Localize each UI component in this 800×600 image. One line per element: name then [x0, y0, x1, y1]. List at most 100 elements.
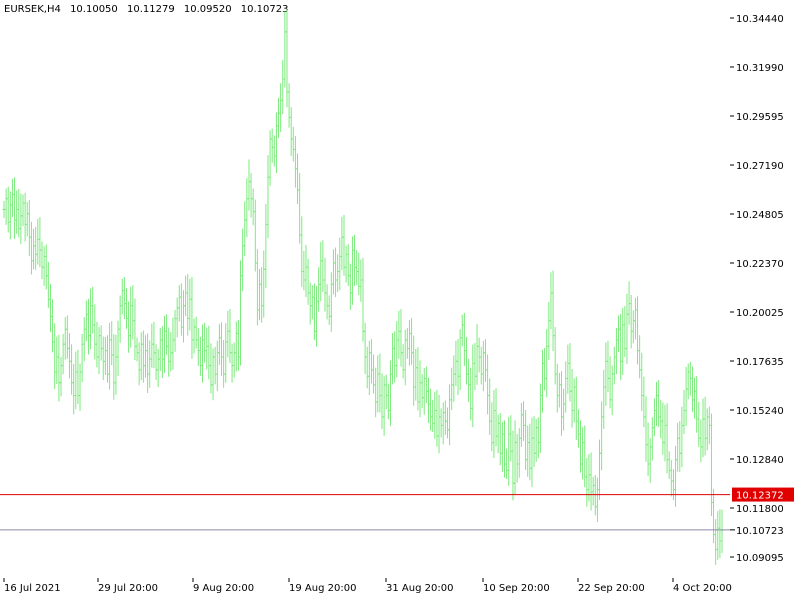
ohlc-bar: [236, 319, 240, 371]
ohlc-bar: [697, 401, 701, 447]
ohlc-bar: [566, 344, 570, 394]
ohlc-bar: [633, 297, 637, 340]
ohlc-bar: [127, 301, 131, 353]
ohlc-bar: [171, 317, 175, 370]
ohlc-bar: [61, 333, 65, 375]
ohlc-bar: [38, 217, 42, 268]
ohlc-bar: [652, 398, 656, 437]
ohlc-bar: [674, 446, 678, 507]
ohlc-bar: [264, 203, 268, 289]
ohlc-bar: [228, 309, 232, 364]
ohlc-bar: [165, 314, 169, 355]
ohlc-bar: [579, 420, 583, 473]
ohlc-bar: [141, 330, 145, 383]
ohlc-bar: [234, 321, 238, 372]
ohlc-bar: [363, 322, 367, 375]
y-tick-label: 10.31990: [736, 63, 784, 74]
ohlc-bar: [502, 420, 506, 478]
ohlc-bar: [13, 177, 17, 239]
x-tick-label: 31 Aug 20:00: [386, 583, 453, 594]
ohlc-bar: [644, 396, 648, 462]
ohlc-bar: [53, 323, 57, 390]
ohlc-bar: [667, 451, 671, 479]
y-tick-label: 10.17635: [736, 357, 784, 368]
ohlc-bar: [426, 377, 430, 423]
ohlc-bar: [699, 419, 703, 463]
ohlc-bar: [255, 249, 259, 326]
ohlc-bar: [386, 383, 390, 420]
ohlc-bar: [655, 381, 659, 426]
y-tick-label: 10.11800: [736, 504, 784, 515]
ohlc-bar: [67, 333, 71, 379]
ohlc-bar: [4, 188, 8, 225]
ohlc-bar: [682, 389, 686, 435]
ohlc-bar: [663, 404, 667, 462]
ohlc-bar: [310, 285, 314, 320]
low-value: 10.09520: [183, 4, 232, 15]
x-tick-label: 16 Jul 2021: [4, 583, 61, 594]
ohlc-bar: [433, 391, 437, 439]
ohlc-bar: [519, 402, 523, 447]
ohlc-bar: [201, 324, 205, 383]
ohlc-bar: [247, 159, 251, 211]
ohlc-bar: [564, 361, 568, 413]
ohlc-bar: [36, 218, 40, 265]
ohlc-bar: [346, 244, 350, 287]
ohlc-bar: [48, 283, 52, 332]
ohlc-bar: [131, 285, 135, 340]
ohlc-bar: [217, 324, 221, 365]
ohlc-bar: [150, 323, 154, 368]
x-axis: 16 Jul 2021 29 Jul 20:00 9 Aug 20:00 19 Aug…: [3, 578, 732, 594]
ohlc-bar: [492, 389, 496, 458]
ohlc-bar: [10, 179, 14, 218]
y-tick-label: 10.15240: [736, 406, 784, 417]
ohlc-bar: [287, 83, 291, 128]
x-tick-label: 9 Aug 20:00: [193, 583, 254, 594]
ohlc-bar: [148, 340, 152, 388]
y-tick-label: 10.12840: [736, 455, 784, 466]
y-tick-label: 10.09095: [736, 553, 784, 564]
bars-layer: [2, 9, 724, 565]
ohlc-bar: [40, 241, 44, 280]
ohlc-bar: [690, 366, 694, 412]
ohlc-bar: [636, 296, 640, 365]
ohlc-bar: [686, 363, 690, 400]
ohlc-bar: [122, 277, 126, 319]
ohlc-bar: [401, 344, 405, 379]
ohlc-bar: [589, 452, 593, 511]
y-axis: 10.34440 10.31990 10.29595 10.27190 10.24805…: [730, 14, 784, 564]
ohlc-bar: [42, 246, 46, 287]
ohlc-bar: [445, 407, 449, 439]
ohlc-bar: [308, 282, 312, 325]
ohlc-bar: [714, 519, 718, 565]
ohlc-bar: [443, 400, 447, 435]
ohlc-bar: [158, 327, 162, 372]
ohlc-bar: [262, 250, 266, 318]
ohlc-bar: [515, 434, 519, 483]
ohlc-bar: [585, 457, 589, 507]
ohlc-bar: [129, 286, 133, 348]
ohlc-bar: [302, 250, 306, 291]
ohlc-bar: [80, 333, 84, 383]
ohlc-bar: [108, 322, 112, 390]
ohlc-bar: [232, 342, 236, 378]
ohlc-bar: [631, 310, 635, 344]
ohlc-bar: [82, 317, 86, 362]
ohlc-bar: [137, 342, 141, 386]
symbol-label: EURSEK,H4: [4, 4, 61, 15]
ohlc-bar: [378, 353, 382, 413]
ohlc-bar: [266, 155, 270, 239]
ohlc-bar: [251, 188, 255, 226]
ohlc-bar: [105, 335, 109, 383]
ohlc-bar: [441, 402, 445, 445]
ohlc-bar: [534, 419, 538, 462]
ohlc-bar: [595, 477, 599, 523]
ohlc-bar: [665, 403, 669, 474]
ohlc-bar: [407, 319, 411, 366]
ohlc-bar: [593, 475, 597, 516]
ohlc-bar: [671, 469, 675, 500]
ohlc-bar: [555, 363, 559, 413]
ohlc-bar: [21, 194, 25, 227]
ohlc-bar: [315, 286, 319, 347]
